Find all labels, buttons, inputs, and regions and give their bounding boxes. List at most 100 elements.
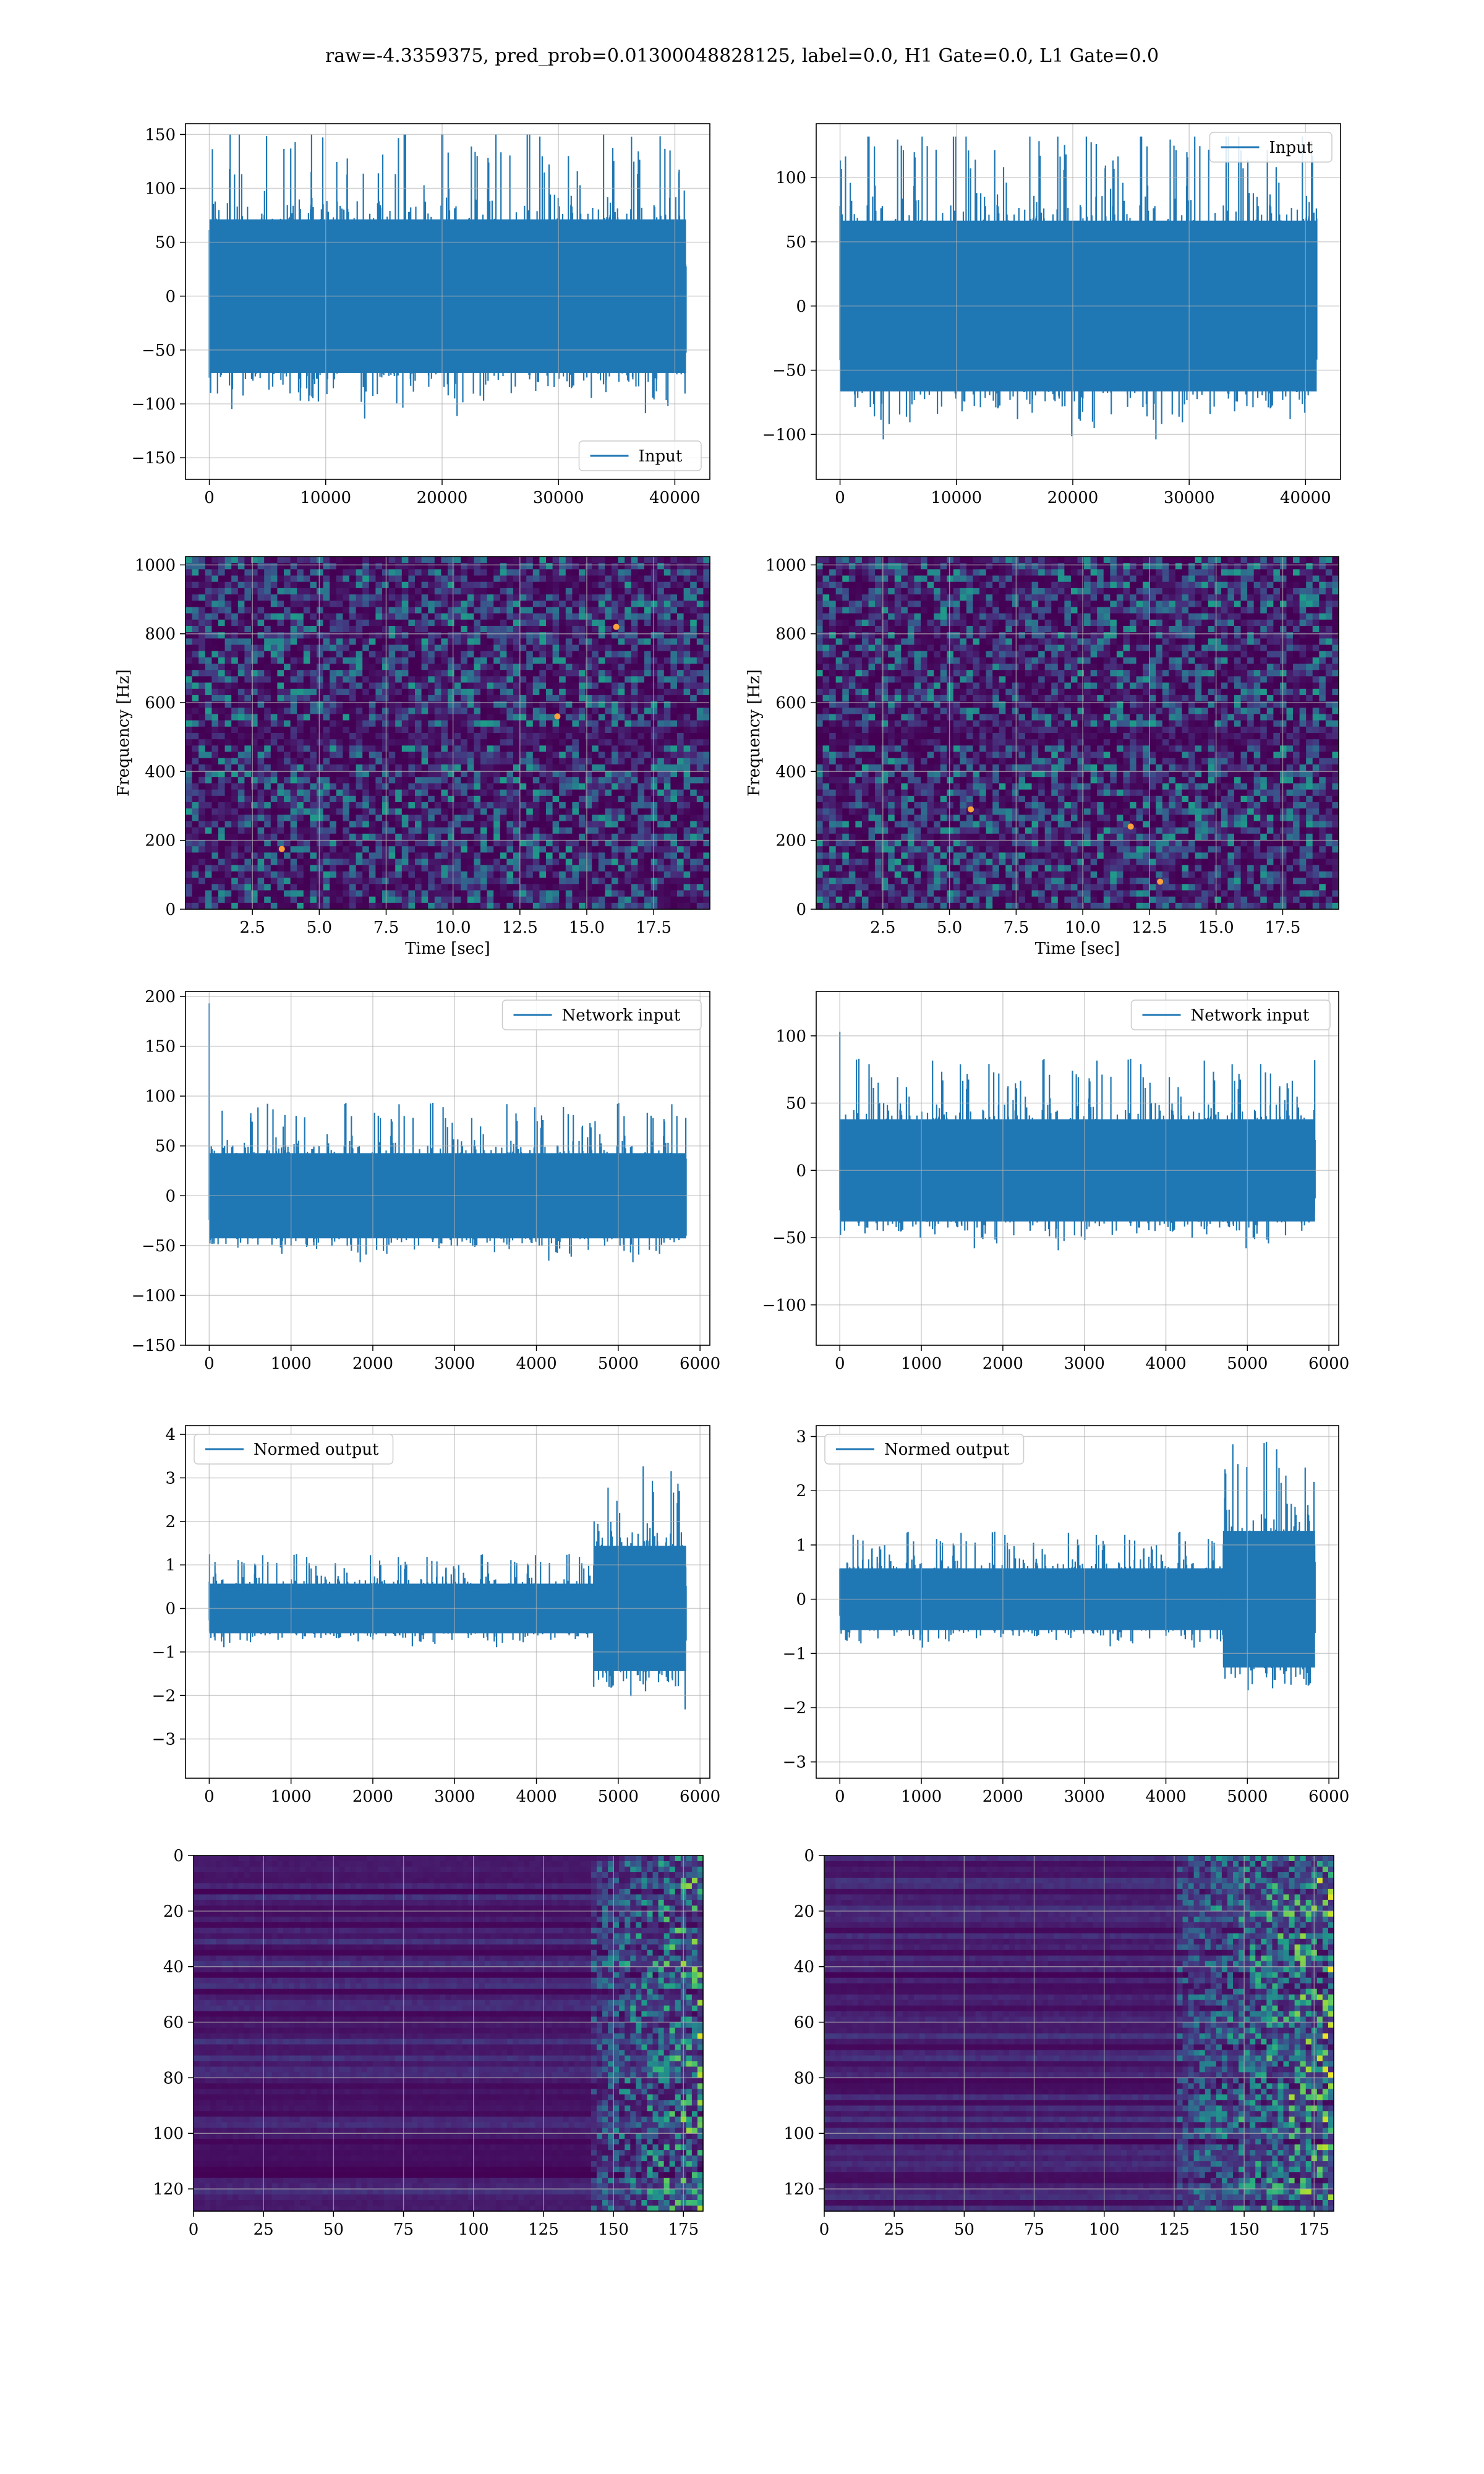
heatmap-cell bbox=[349, 638, 356, 645]
heatmap-cell bbox=[631, 695, 638, 702]
heatmap-cell bbox=[428, 777, 435, 784]
heatmap-cell bbox=[264, 563, 271, 570]
heatmap-cell bbox=[638, 903, 644, 910]
heatmap-cell bbox=[211, 752, 218, 759]
heatmap-cell bbox=[408, 884, 415, 891]
heatmap-cell bbox=[842, 563, 849, 570]
heatmap-cell bbox=[579, 796, 586, 803]
heatmap-cell bbox=[277, 790, 284, 797]
heatmap-cell bbox=[310, 764, 317, 771]
heatmap-cell bbox=[816, 601, 823, 607]
heatmap-cell bbox=[520, 859, 527, 866]
heatmap-cell bbox=[618, 664, 625, 670]
heatmap-cell bbox=[218, 733, 225, 740]
heatmap-cell bbox=[690, 626, 697, 633]
heatmap-cell bbox=[428, 670, 435, 677]
heatmap-cell bbox=[836, 852, 843, 859]
heatmap-cell bbox=[291, 607, 297, 614]
heatmap-cell bbox=[684, 557, 691, 563]
heatmap-cell bbox=[539, 865, 546, 872]
heatmap-cell bbox=[461, 632, 467, 639]
heatmap-cell bbox=[546, 808, 553, 815]
heatmap-cell bbox=[258, 846, 265, 853]
heatmap-cell bbox=[198, 664, 205, 670]
heatmap-cell bbox=[703, 670, 710, 677]
heatmap-cell bbox=[323, 582, 330, 589]
heatmap-cell bbox=[842, 758, 849, 765]
heatmap-cell bbox=[441, 764, 448, 771]
heatmap-cell bbox=[218, 802, 225, 809]
heatmap-cell bbox=[599, 783, 605, 790]
heatmap-cell bbox=[277, 607, 284, 614]
heatmap-cell bbox=[849, 676, 856, 683]
heatmap-cell bbox=[849, 764, 856, 771]
heatmap-cell bbox=[559, 802, 566, 809]
heatmap-cell bbox=[520, 557, 527, 563]
heatmap-cell bbox=[231, 859, 238, 866]
heatmap-cell bbox=[526, 594, 533, 601]
heatmap-cell bbox=[198, 878, 205, 884]
heatmap-cell bbox=[605, 576, 612, 583]
heatmap-cell bbox=[211, 664, 218, 670]
heatmap-cell bbox=[448, 614, 454, 620]
heatmap-cell bbox=[271, 614, 278, 620]
heatmap-cell bbox=[823, 834, 830, 841]
heatmap-cell bbox=[855, 645, 862, 652]
heatmap-cell bbox=[677, 614, 684, 620]
heatmap-cell bbox=[356, 638, 363, 645]
heatmap-cell bbox=[323, 708, 330, 714]
heatmap-cell bbox=[317, 871, 323, 878]
heatmap-cell bbox=[513, 796, 520, 803]
heatmap-cell bbox=[362, 651, 369, 658]
heatmap-cell bbox=[572, 852, 579, 859]
heatmap-cell bbox=[631, 752, 638, 759]
heatmap-cell bbox=[336, 846, 343, 853]
heatmap-cell bbox=[697, 764, 704, 771]
heatmap-cell bbox=[343, 739, 349, 746]
heatmap-cell bbox=[684, 764, 691, 771]
heatmap-cell bbox=[579, 815, 586, 821]
heatmap-cell bbox=[625, 859, 631, 866]
heatmap-cell bbox=[402, 588, 409, 595]
heatmap-cell bbox=[461, 645, 467, 652]
heatmap-cell bbox=[454, 576, 461, 583]
heatmap-cell bbox=[546, 764, 553, 771]
heatmap-cell bbox=[415, 601, 422, 607]
heatmap-cell bbox=[513, 657, 520, 664]
heatmap-cell bbox=[684, 802, 691, 809]
heatmap-cell bbox=[474, 852, 480, 859]
heatmap-cell bbox=[205, 852, 212, 859]
heatmap-cell bbox=[461, 676, 467, 683]
heatmap-cell bbox=[690, 834, 697, 841]
heatmap-cell bbox=[474, 890, 480, 897]
heatmap-cell bbox=[592, 576, 599, 583]
heatmap-cell bbox=[323, 614, 330, 620]
heatmap-cell bbox=[238, 683, 245, 690]
heatmap-cell bbox=[553, 695, 560, 702]
heatmap-cell bbox=[389, 594, 396, 601]
heatmap-cell bbox=[599, 903, 605, 910]
heatmap-cell bbox=[428, 758, 435, 765]
heatmap-cell bbox=[520, 638, 527, 645]
heatmap-cell bbox=[690, 632, 697, 639]
heatmap-cell bbox=[258, 840, 265, 847]
heatmap-cell bbox=[480, 588, 487, 595]
heatmap-cell bbox=[474, 897, 480, 904]
x-tick-label: 30000 bbox=[533, 489, 584, 507]
heatmap-cell bbox=[855, 721, 862, 727]
heatmap-cell bbox=[349, 721, 356, 727]
heatmap-cell bbox=[823, 651, 830, 658]
heatmap-cell bbox=[317, 739, 323, 746]
heatmap-cell bbox=[375, 828, 382, 834]
heatmap-cell bbox=[198, 739, 205, 746]
heatmap-cell bbox=[474, 903, 480, 910]
heatmap-cell bbox=[284, 871, 291, 878]
heatmap-cell bbox=[297, 764, 304, 771]
heatmap-cell bbox=[697, 588, 704, 595]
heatmap-cell bbox=[435, 796, 441, 803]
heatmap-cell bbox=[651, 777, 658, 784]
heatmap-cell bbox=[513, 569, 520, 576]
heatmap-cell bbox=[849, 708, 856, 714]
heatmap-cell bbox=[849, 714, 856, 721]
heatmap-cell bbox=[631, 815, 638, 821]
